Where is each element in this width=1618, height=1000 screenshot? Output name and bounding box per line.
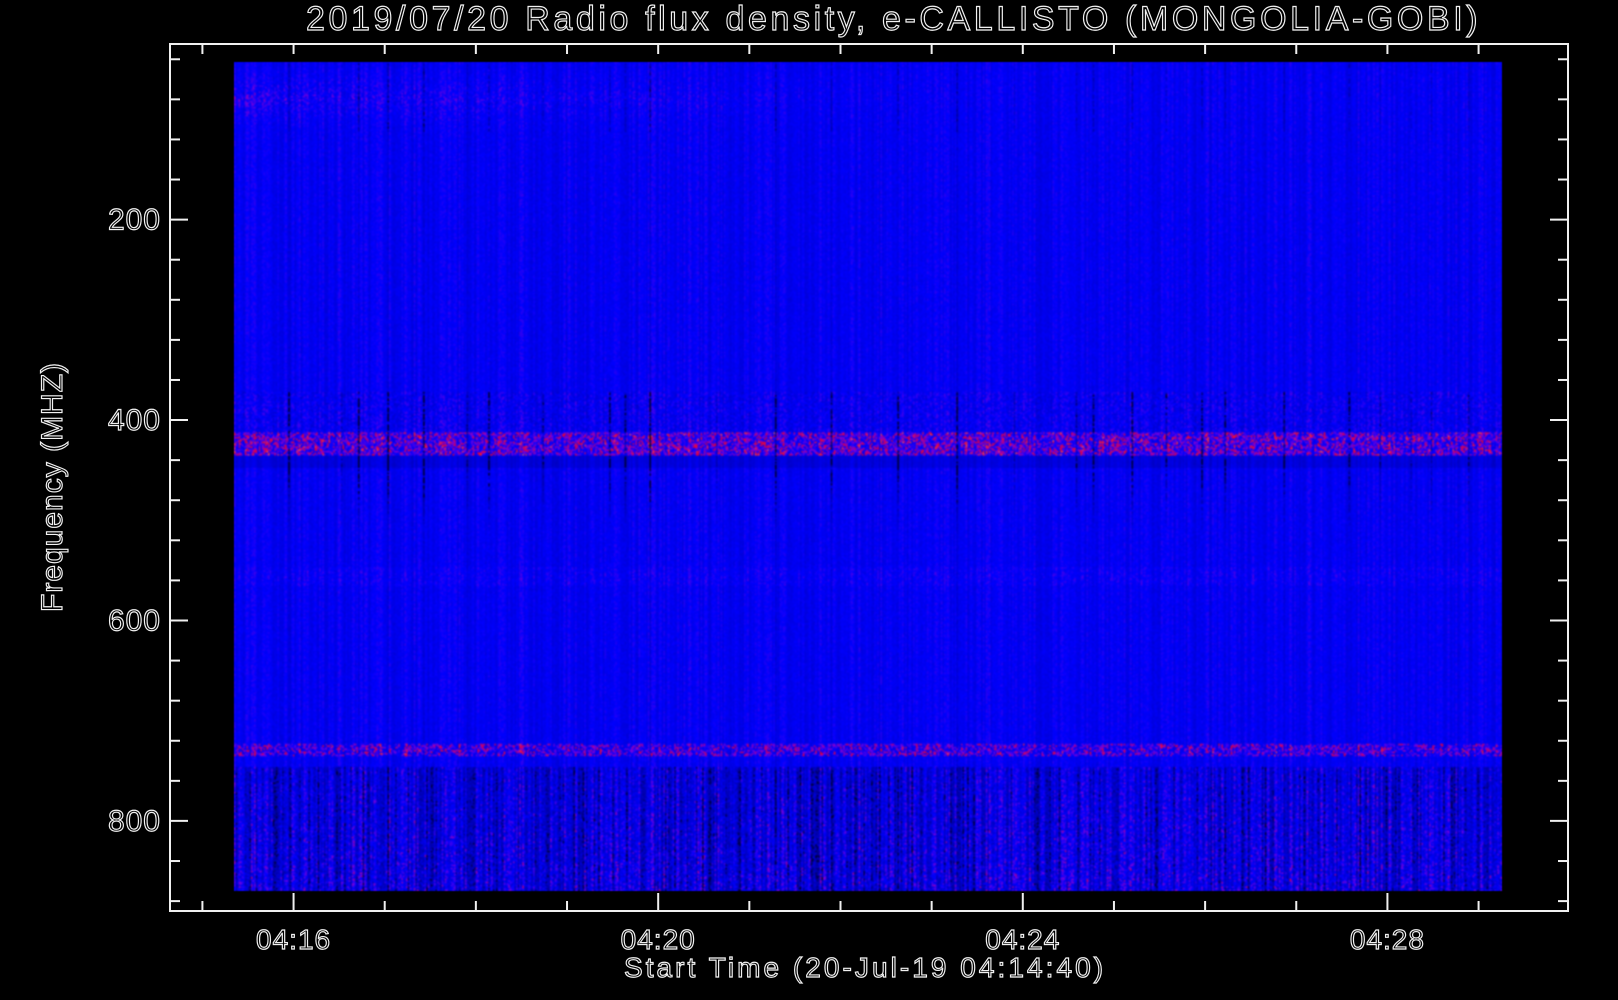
svg-text:800: 800 [108, 805, 161, 838]
svg-text:400: 400 [108, 404, 161, 437]
svg-text:04:20: 04:20 [621, 924, 696, 955]
svg-text:Start Time (20-Jul-19 04:14:40: Start Time (20-Jul-19 04:14:40) [624, 952, 1106, 983]
svg-text:2019/07/20 Radio flux densit: 2019/07/20 Radio flux density, e-CALLIST… [306, 0, 1481, 38]
svg-text:04:28: 04:28 [1350, 924, 1425, 955]
svg-text:04:16: 04:16 [256, 924, 331, 955]
svg-text:Frequency (MHZ): Frequency (MHZ) [36, 362, 69, 612]
svg-text:04:24: 04:24 [985, 924, 1060, 955]
svg-text:600: 600 [108, 604, 161, 637]
svg-text:200: 200 [108, 204, 161, 237]
